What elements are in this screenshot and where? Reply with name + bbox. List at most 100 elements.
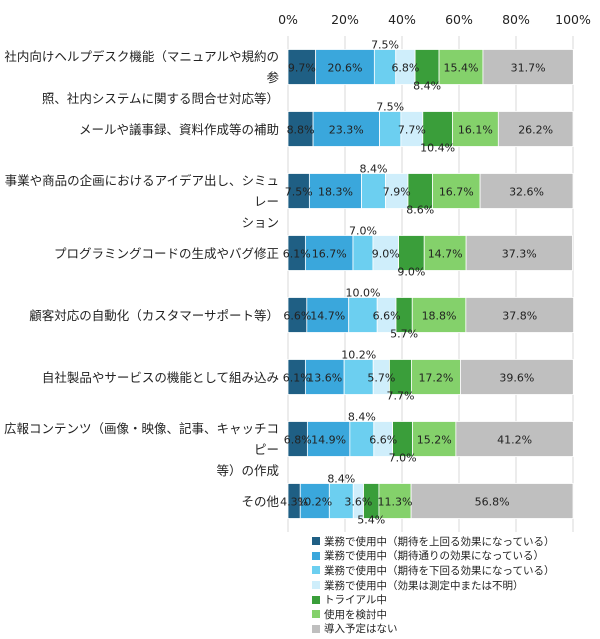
category-label-line: 照、社内システムに関する問合せ対応等） bbox=[41, 91, 279, 106]
legend-swatch bbox=[312, 537, 320, 546]
bar-segment bbox=[465, 297, 574, 333]
data-label: 6.6% bbox=[373, 310, 401, 323]
category-label: 自社製品やサービスの機能として組み込み bbox=[0, 367, 279, 388]
data-label: 11.3% bbox=[378, 496, 413, 509]
bar-segment bbox=[422, 111, 453, 147]
data-label: 8.8% bbox=[287, 124, 315, 137]
data-label: 31.7% bbox=[511, 62, 546, 75]
data-label: 32.6% bbox=[509, 186, 544, 199]
bar-segment bbox=[423, 235, 467, 271]
bar-segment bbox=[460, 359, 574, 395]
data-label: 6.6% bbox=[369, 434, 397, 447]
data-label: 6.6% bbox=[283, 310, 311, 323]
bar-segment bbox=[438, 49, 484, 85]
bar-segment bbox=[372, 235, 399, 271]
data-label: 8.4% bbox=[413, 80, 441, 93]
category-label-line: プログラミングコードの生成やバグ修正 bbox=[53, 245, 279, 261]
bar-segment bbox=[348, 297, 378, 333]
data-label: 6.8% bbox=[284, 434, 312, 447]
legend-label: 導入予定はない bbox=[324, 623, 398, 636]
legend-label: 使用を検討中 bbox=[324, 608, 387, 621]
data-label: 7.7% bbox=[386, 390, 414, 403]
data-label: 17.2% bbox=[418, 372, 453, 385]
data-label: 7.7% bbox=[398, 124, 426, 137]
data-label: 8.4% bbox=[360, 163, 388, 176]
data-label: 7.0% bbox=[389, 452, 417, 465]
category-label: 広報コンテンツ（画像・映像、記事、キャッチコピー等）の作成 bbox=[0, 418, 279, 481]
data-label: 5.7% bbox=[390, 328, 418, 341]
legend-swatch bbox=[312, 595, 320, 604]
x-tick-label: 60% bbox=[445, 12, 473, 27]
legend-swatch bbox=[312, 551, 320, 560]
data-label: 26.2% bbox=[518, 124, 553, 137]
data-label: 39.6% bbox=[499, 372, 534, 385]
data-label: 10.2% bbox=[297, 496, 332, 509]
data-label: 16.1% bbox=[458, 124, 493, 137]
legend: 業務で使用中（期待を上回る効果になっている） 業務で使用中（期待通りの効果になって… bbox=[312, 534, 554, 636]
category-label: 事業や商品の企画におけるアイデア出し、シミュレーション bbox=[0, 170, 279, 233]
data-label: 13.6% bbox=[307, 372, 342, 385]
bar-segment bbox=[299, 483, 330, 519]
data-label: 7.0% bbox=[349, 225, 377, 238]
data-label: 7.5% bbox=[285, 186, 313, 199]
data-label: 18.3% bbox=[318, 186, 353, 199]
legend-label: 業務で使用中（効果は測定中または不明） bbox=[324, 579, 524, 592]
bar-segment bbox=[497, 111, 574, 147]
bar-segment bbox=[407, 173, 433, 209]
data-label: 7.9% bbox=[383, 186, 411, 199]
data-label: 9.0% bbox=[397, 266, 425, 279]
data-label: 7.5% bbox=[376, 101, 404, 114]
category-label: メールや議事録、資料作成等の補助 bbox=[0, 119, 279, 140]
data-label: 5.4% bbox=[357, 514, 385, 527]
data-label: 37.8% bbox=[502, 310, 537, 323]
data-label: 7.5% bbox=[371, 39, 399, 52]
legend-item: 業務で使用中（期待を上回る効果になっている） bbox=[312, 534, 554, 549]
category-label-line: その他 bbox=[241, 493, 279, 509]
bar-segment bbox=[378, 483, 412, 519]
legend-swatch bbox=[312, 624, 320, 633]
legend-swatch bbox=[312, 566, 320, 575]
data-label: 3.6% bbox=[344, 496, 372, 509]
legend-swatch bbox=[312, 610, 320, 619]
bar-segment bbox=[304, 359, 345, 395]
bar-segment bbox=[479, 173, 574, 209]
data-label: 37.3% bbox=[502, 248, 537, 261]
data-label: 8.6% bbox=[406, 204, 434, 217]
data-label: 10.4% bbox=[420, 142, 455, 155]
data-label: 16.7% bbox=[439, 186, 474, 199]
bar-segment bbox=[312, 111, 380, 147]
data-label: 56.8% bbox=[475, 496, 510, 509]
category-label-line: 自社製品やサービスの機能として組み込み bbox=[41, 369, 279, 385]
bar-segment bbox=[432, 173, 481, 209]
x-tick-label: 20% bbox=[331, 12, 359, 27]
category-label-line: 広報コンテンツ（画像・映像、記事、キャッチコピー bbox=[3, 421, 279, 457]
bar-segment bbox=[343, 359, 374, 395]
legend-item: トライアル中 bbox=[312, 592, 554, 607]
data-label: 9.0% bbox=[372, 248, 400, 261]
bar-segment bbox=[455, 421, 574, 457]
legend-item: 業務で使用中（期待を下回る効果になっている） bbox=[312, 563, 554, 578]
bar-segment bbox=[482, 49, 574, 85]
data-label: 10.2% bbox=[341, 349, 376, 362]
data-label: 9.7% bbox=[288, 62, 316, 75]
bar-segment bbox=[398, 235, 425, 271]
bar-segment bbox=[412, 421, 457, 457]
data-label: 18.8% bbox=[422, 310, 457, 323]
data-label: 15.2% bbox=[417, 434, 452, 447]
legend-label: トライアル中 bbox=[324, 594, 387, 607]
data-label: 6.8% bbox=[391, 62, 419, 75]
bar-segment bbox=[308, 173, 362, 209]
category-label-line: 等）の作成 bbox=[216, 463, 279, 478]
legend-swatch bbox=[312, 581, 320, 590]
category-label-line: 事業や商品の企画におけるアイデア出し、シミュレー bbox=[4, 173, 279, 209]
category-label: プログラミングコードの生成やバグ修正 bbox=[0, 243, 279, 264]
data-label: 15.4% bbox=[444, 62, 479, 75]
data-label: 5.7% bbox=[367, 372, 395, 385]
category-label-line: ション bbox=[241, 215, 279, 230]
data-label: 4.3% bbox=[280, 496, 308, 509]
bar-segment bbox=[352, 235, 374, 271]
bar-segment bbox=[306, 421, 351, 457]
data-label: 23.3% bbox=[329, 124, 364, 137]
category-label: 顧客対応の自動化（カスタマーサポート等） bbox=[0, 305, 279, 326]
